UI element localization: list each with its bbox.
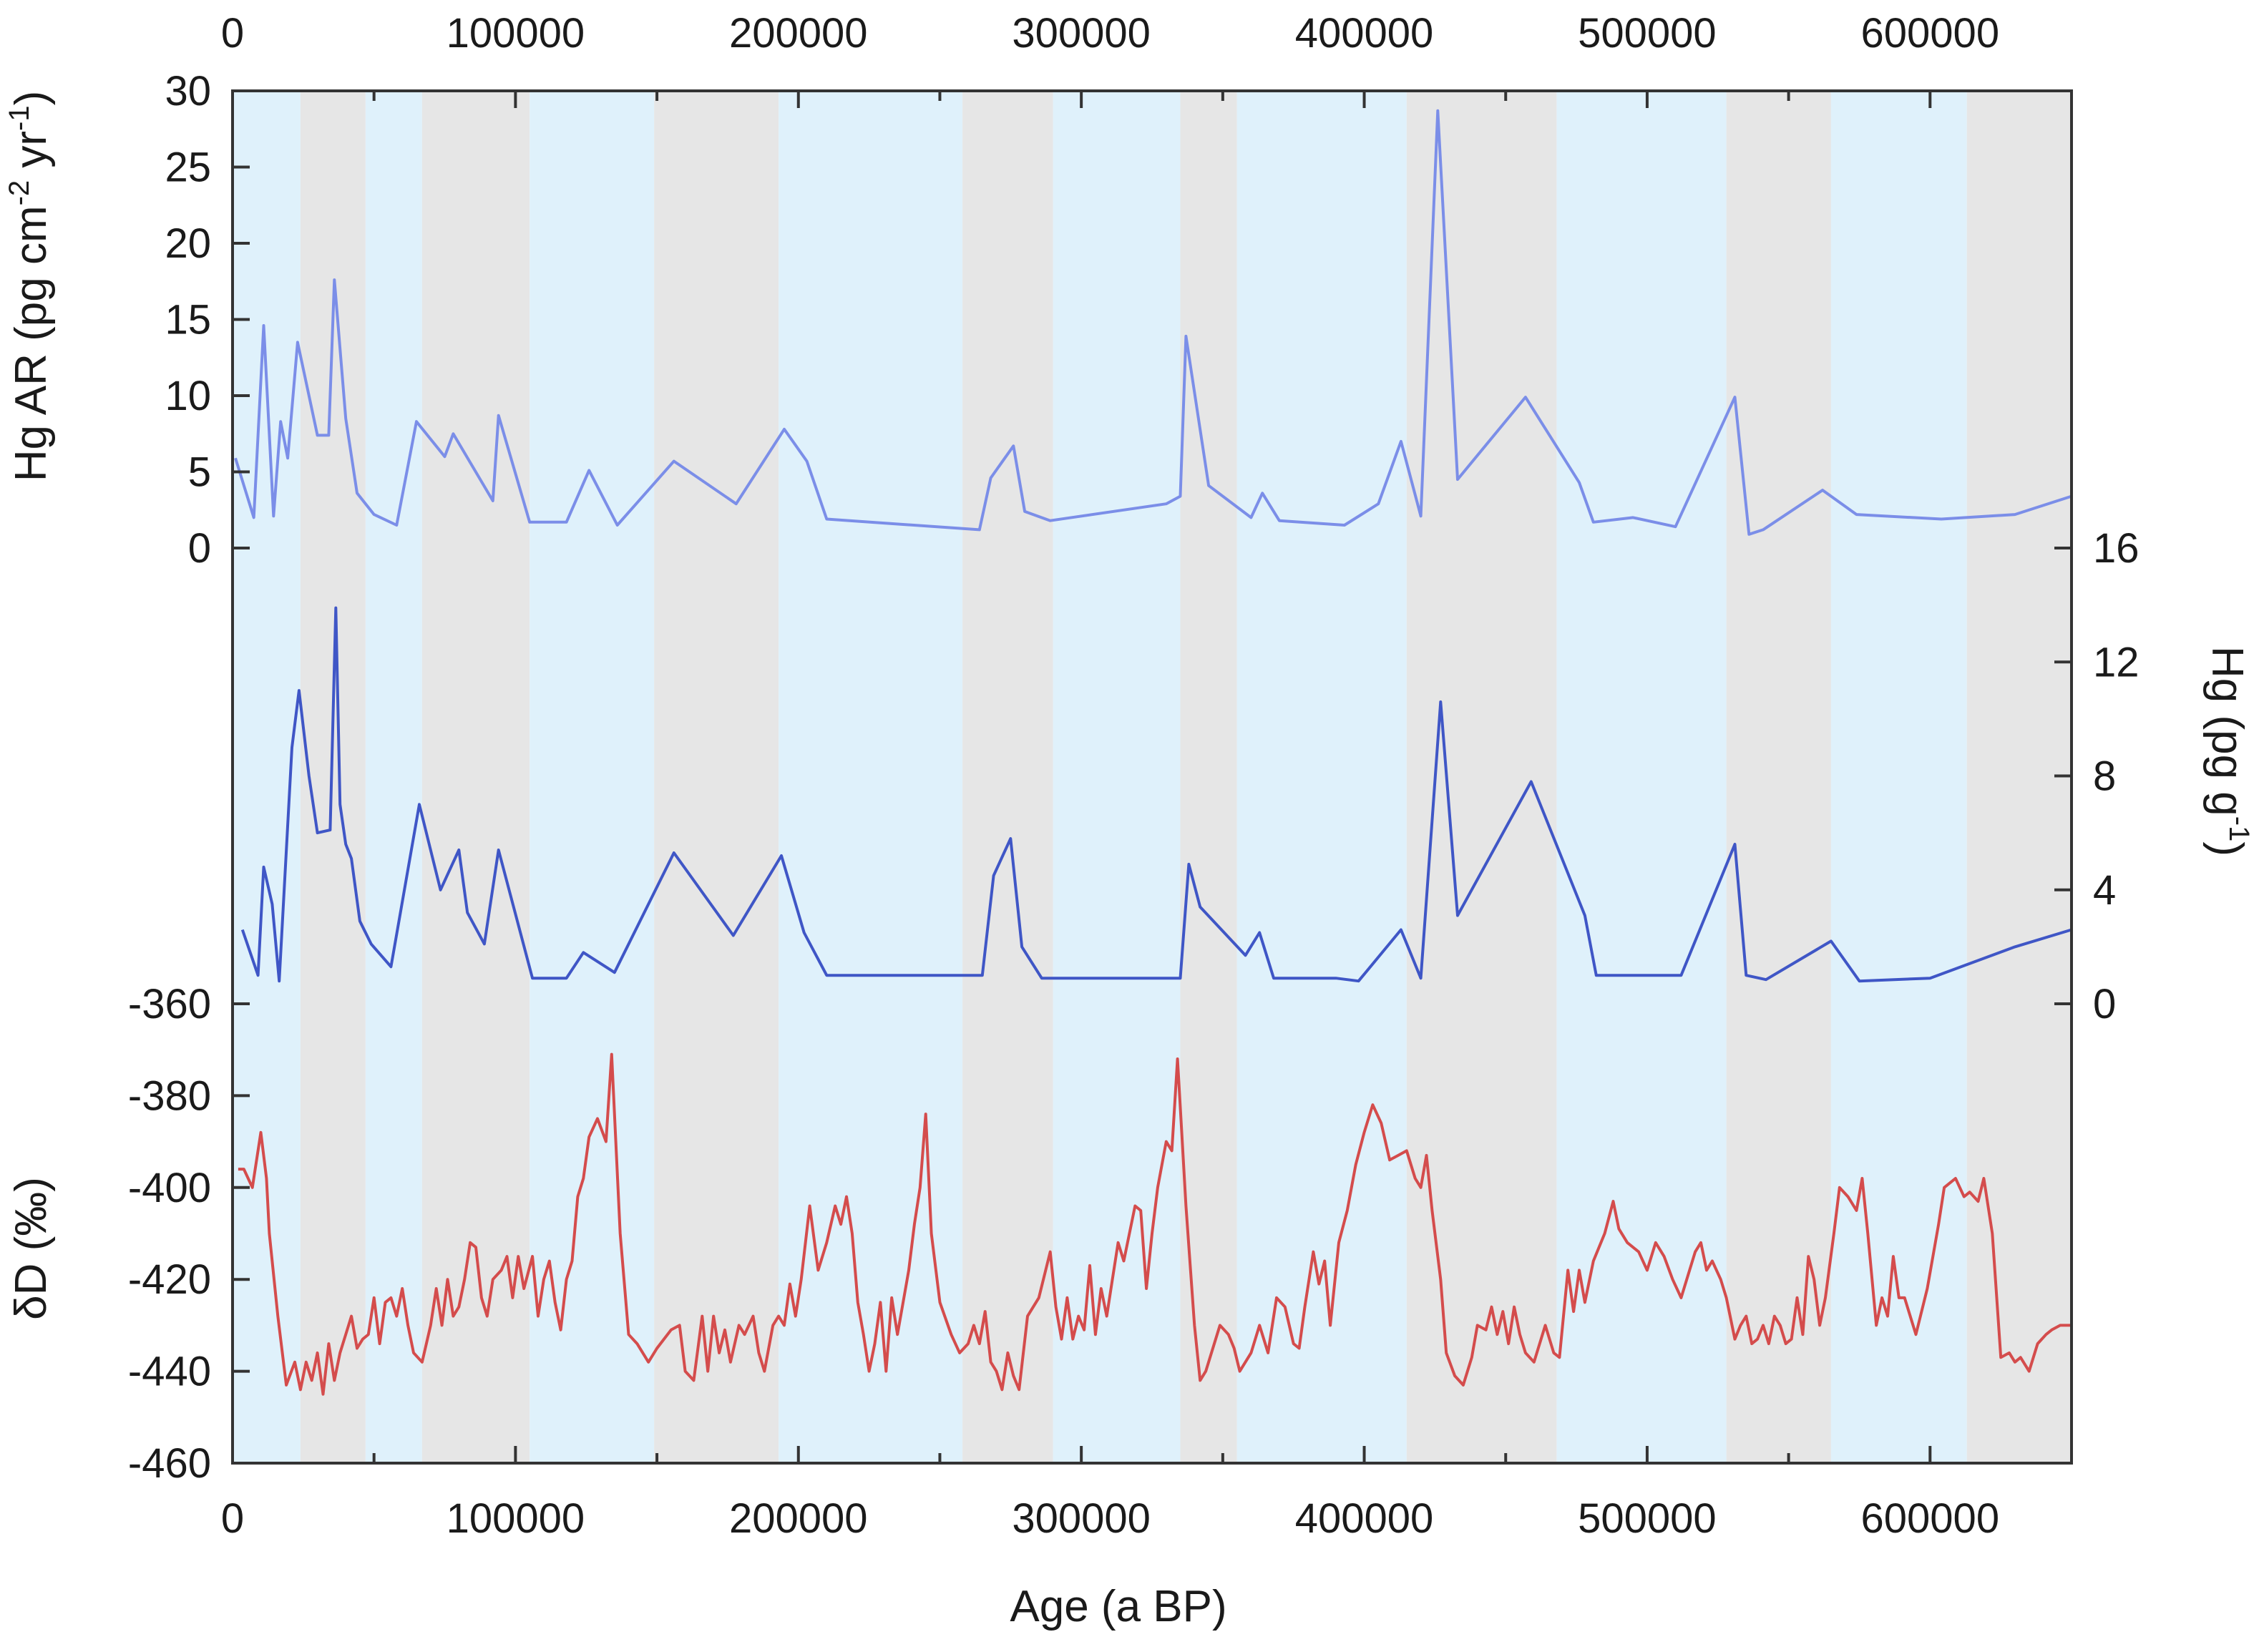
y-axis-title-hg: Hg (pg g-1)	[2202, 646, 2255, 856]
x-tick-label-bottom: 0	[221, 1495, 244, 1542]
band-interglacial	[1830, 91, 1967, 1463]
band-glacial	[654, 91, 779, 1463]
y-tick-label-hg-ar: 30	[165, 68, 211, 114]
series-line-hg-ar	[234, 109, 2072, 536]
band-glacial	[1726, 91, 1831, 1463]
tick-group: 0010000010000020000020000030000030000040…	[128, 10, 2140, 1542]
x-tick-label-bottom: 600000	[1861, 1495, 2000, 1542]
band-glacial	[421, 91, 530, 1463]
band-interglacial	[1236, 91, 1407, 1463]
band-interglacial	[365, 91, 422, 1463]
x-tick-label-top: 0	[221, 10, 244, 57]
x-tick-label-top: 500000	[1578, 10, 1717, 57]
x-axis-title: Age (a BP)	[1010, 1582, 1226, 1631]
x-tick-label-top: 400000	[1295, 10, 1434, 57]
x-tick-label-top: 300000	[1012, 10, 1151, 57]
series-line-dd	[238, 1052, 2072, 1396]
band-glacial	[962, 91, 1053, 1463]
y-tick-label-dd: -420	[128, 1256, 211, 1303]
band-glacial	[1966, 91, 2072, 1463]
band-interglacial	[1556, 91, 1727, 1463]
y-tick-label-hg: 12	[2093, 639, 2140, 685]
y-tick-label-hg-ar: 5	[188, 449, 211, 496]
y-tick-label-hg: 0	[2093, 981, 2116, 1027]
y-tick-label-dd: -440	[128, 1349, 211, 1395]
x-tick-label-bottom: 500000	[1578, 1495, 1717, 1542]
y-tick-label-hg: 4	[2093, 867, 2116, 914]
y-axis-title-hg-ar: Hg AR (pg cm-2 yr-1)	[4, 91, 56, 482]
y-tick-label-dd: -360	[128, 981, 211, 1027]
y-tick-label-dd: -380	[128, 1072, 211, 1119]
x-tick-label-top: 100000	[447, 10, 585, 57]
band-interglacial	[530, 91, 655, 1463]
y-tick-label-dd: -400	[128, 1165, 211, 1211]
x-tick-label-top: 200000	[729, 10, 868, 57]
x-tick-label-bottom: 100000	[447, 1495, 585, 1542]
y-tick-label-dd: -460	[128, 1440, 211, 1487]
band-interglacial	[1053, 91, 1181, 1463]
y-tick-label-hg-ar: 0	[188, 525, 211, 572]
y-axis-title-dd: δD (‰)	[6, 1177, 56, 1320]
plot-frame	[231, 89, 2073, 1465]
y-tick-label-hg-ar: 15	[165, 297, 211, 343]
series-line-hg	[240, 606, 2072, 983]
y-tick-label-hg-ar: 25	[165, 145, 211, 191]
x-tick-label-top: 600000	[1861, 10, 2000, 57]
y-tick-label-hg-ar: 20	[165, 220, 211, 267]
band-glacial	[1180, 91, 1237, 1463]
shading-bands	[233, 91, 2072, 1463]
y-tick-label-hg: 8	[2093, 753, 2116, 800]
x-tick-label-bottom: 200000	[729, 1495, 868, 1542]
y-tick-label-hg: 16	[2093, 525, 2140, 572]
band-glacial	[1406, 91, 1557, 1463]
x-tick-label-bottom: 400000	[1295, 1495, 1434, 1542]
x-tick-label-bottom: 300000	[1012, 1495, 1151, 1542]
series-group	[234, 109, 2072, 1396]
y-tick-label-hg-ar: 10	[165, 373, 211, 419]
